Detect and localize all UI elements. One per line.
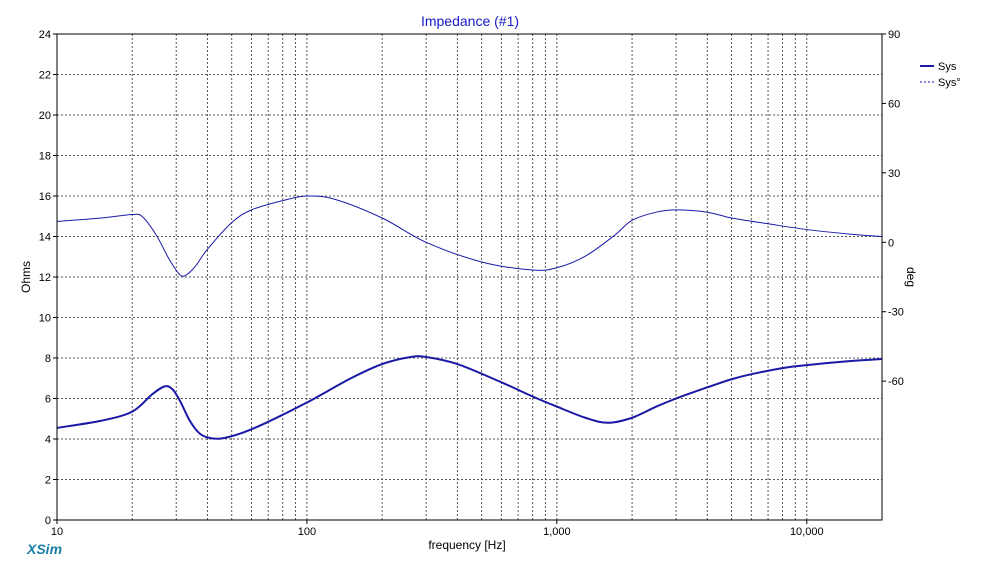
y-tick-label: 0 bbox=[45, 515, 51, 527]
y2-tick-label: 60 bbox=[888, 98, 900, 110]
y2-tick-label: 0 bbox=[888, 237, 894, 249]
chart-title: Impedance (#1) bbox=[421, 13, 519, 29]
y-tick-label: 14 bbox=[39, 232, 51, 244]
x-tick-label: 10,000 bbox=[790, 526, 824, 538]
y-tick-label: 2 bbox=[45, 475, 51, 487]
series-line-sys bbox=[56, 355, 883, 440]
y-tick-label: 12 bbox=[39, 272, 51, 284]
y-tick-label: 24 bbox=[39, 29, 51, 41]
grid bbox=[57, 34, 882, 520]
x-tick-label: 1,000 bbox=[543, 526, 571, 538]
y2-axis-label: deg bbox=[904, 267, 918, 287]
y2-tick-label: 90 bbox=[888, 29, 900, 41]
y-tick-label: 22 bbox=[39, 70, 51, 82]
y-tick-label: 6 bbox=[45, 394, 51, 406]
legend: Sys Sys° bbox=[920, 61, 961, 89]
legend-label-sys-phase: Sys° bbox=[938, 77, 961, 89]
series-line-sys-phase bbox=[56, 195, 883, 277]
y2-tick-label: -30 bbox=[888, 307, 904, 319]
y-tick-label: 8 bbox=[45, 353, 51, 365]
y2-tick-label: 30 bbox=[888, 168, 900, 180]
y-tick-label: 18 bbox=[39, 151, 51, 163]
legend-label-sys: Sys bbox=[938, 61, 957, 73]
y-tick-label: 20 bbox=[39, 110, 51, 122]
x-tick-label: 10 bbox=[51, 526, 63, 538]
x-axis-label: frequency [Hz] bbox=[428, 538, 505, 552]
plot-area bbox=[56, 195, 883, 440]
x-tick-label: 100 bbox=[298, 526, 316, 538]
y-tick-label: 10 bbox=[39, 313, 51, 325]
y-tick-label: 16 bbox=[39, 191, 51, 203]
y2-tick-label: -60 bbox=[888, 376, 904, 388]
y-tick-label: 4 bbox=[45, 434, 51, 446]
y-axis-label: Ohms bbox=[19, 261, 33, 293]
app-label: XSim bbox=[26, 541, 62, 557]
